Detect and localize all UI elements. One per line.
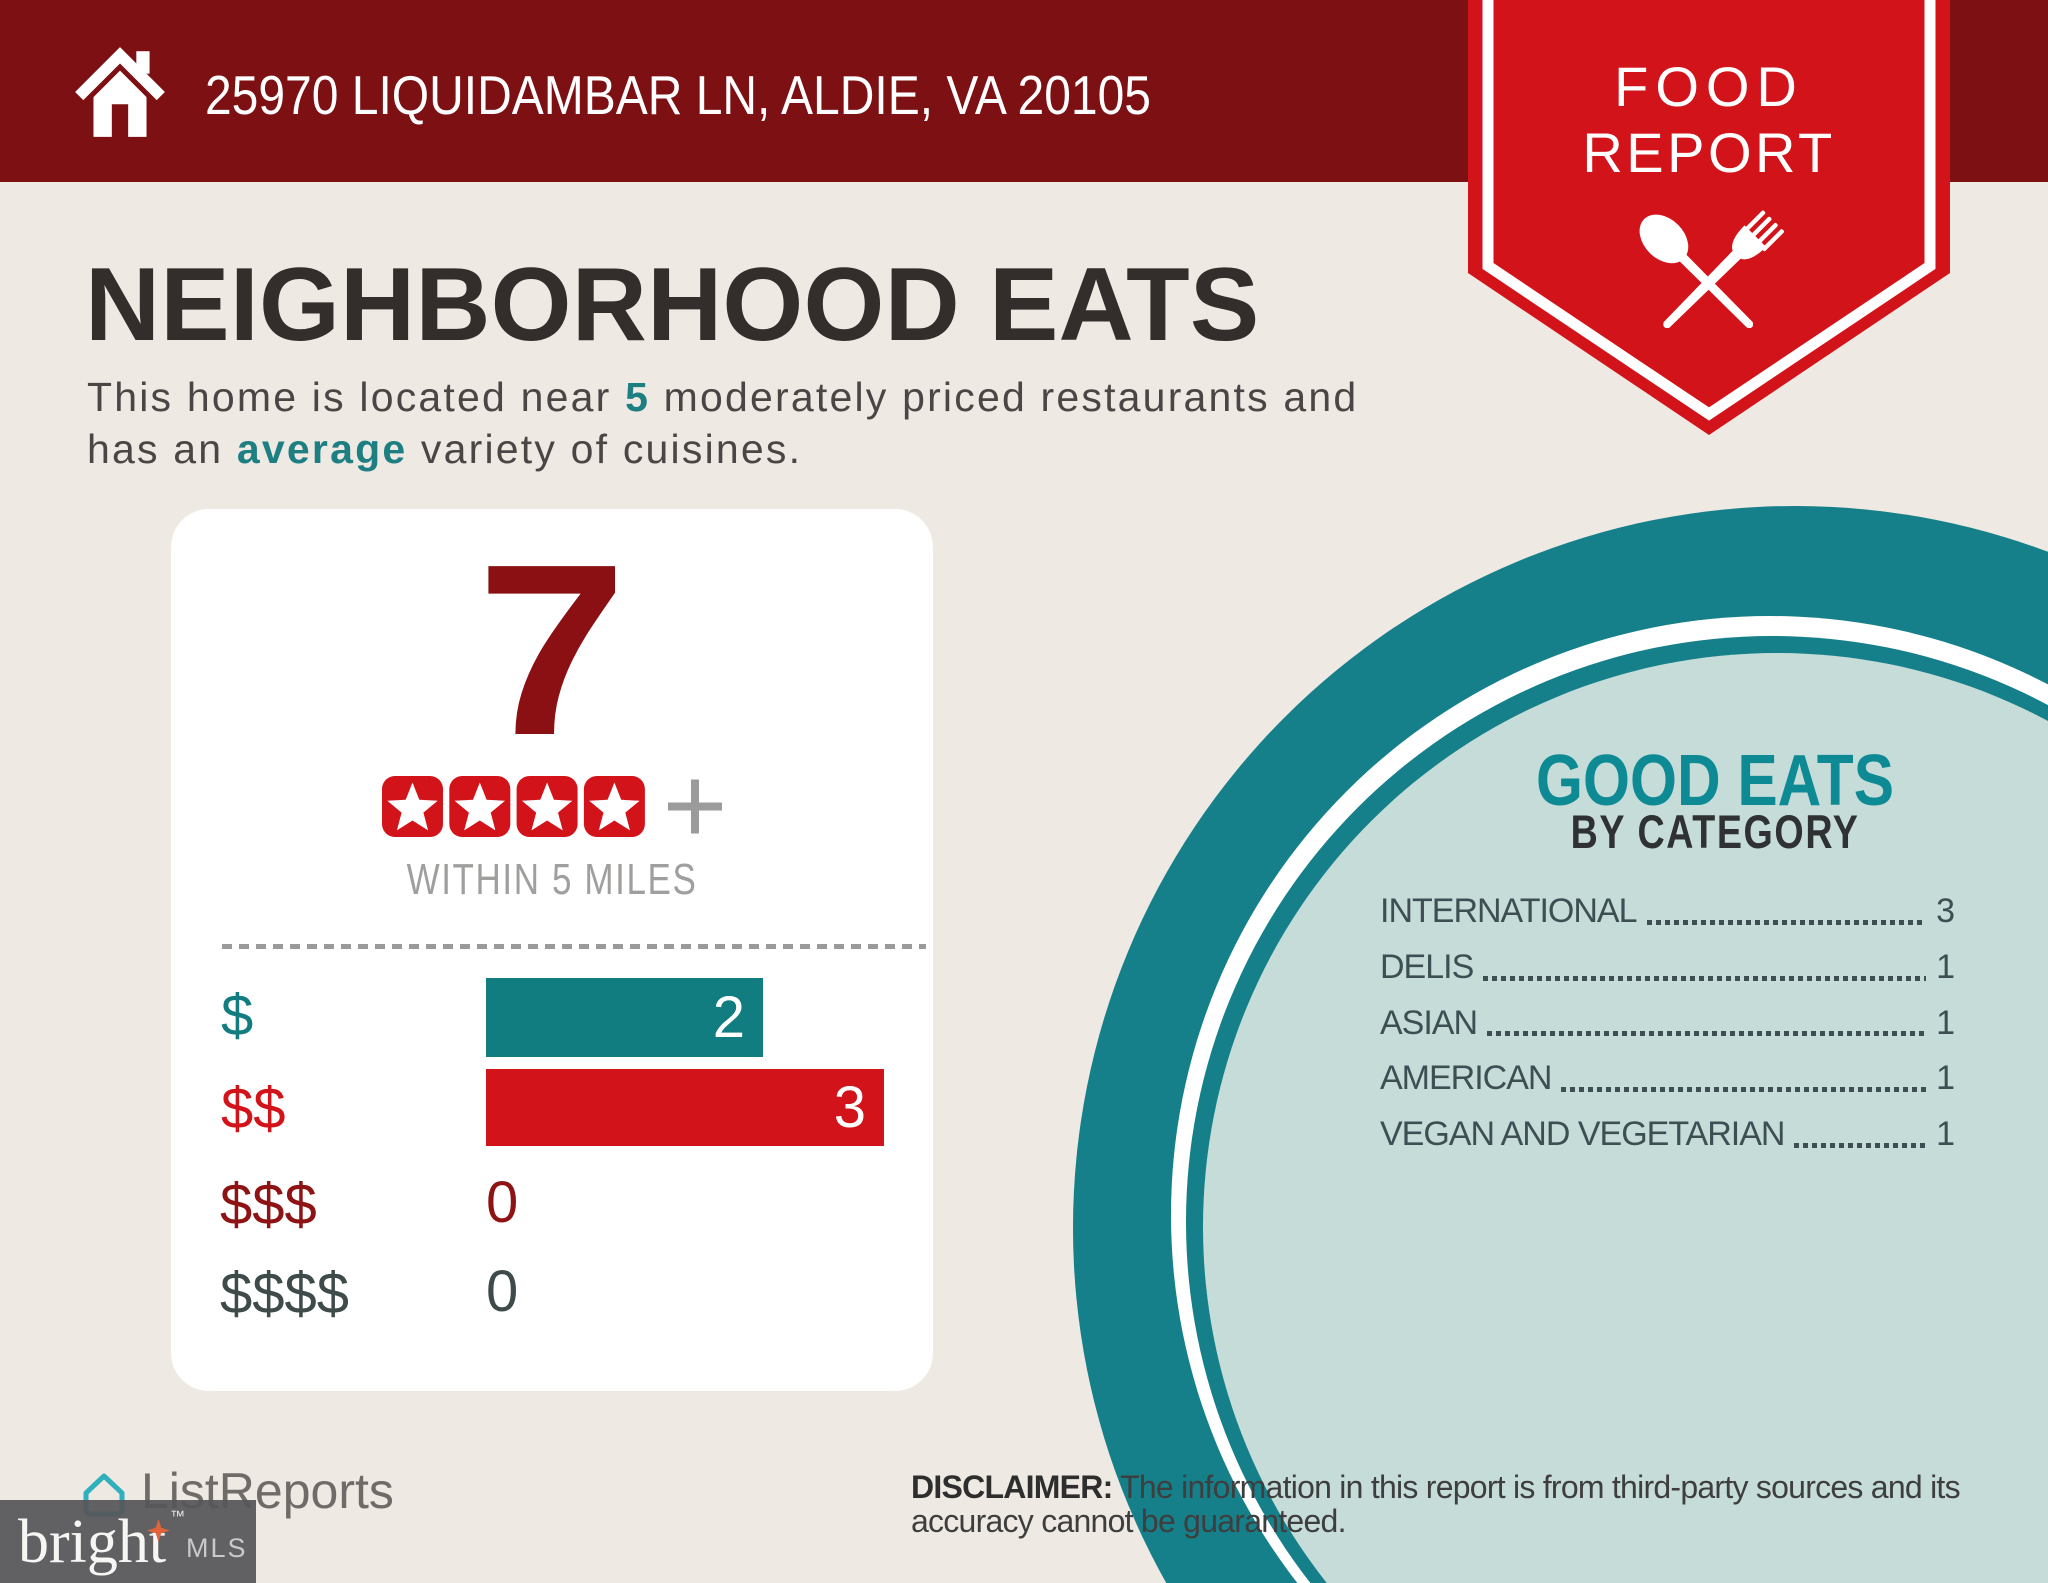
svg-text:FOOD: FOOD — [1614, 55, 1804, 118]
svg-text:REPORT: REPORT — [1582, 121, 1835, 184]
